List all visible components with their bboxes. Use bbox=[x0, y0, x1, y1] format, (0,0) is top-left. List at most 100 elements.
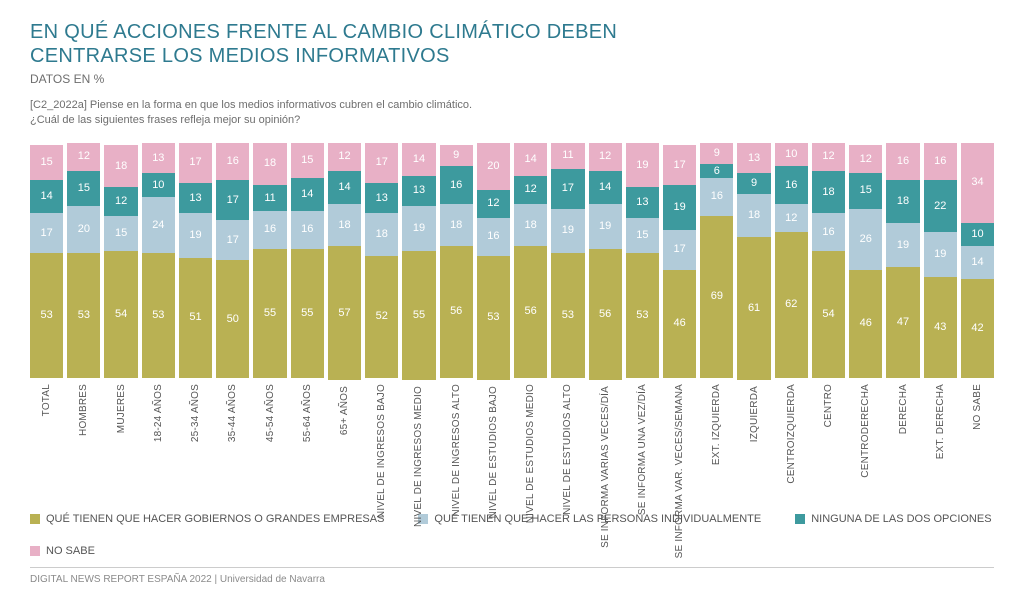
chart-footer: DIGITAL NEWS REPORT ESPAÑA 2022 | Univer… bbox=[30, 567, 994, 585]
bar-segment-gov: 53 bbox=[142, 253, 175, 378]
category-label: CENTRO bbox=[812, 378, 845, 503]
category-label: IZQUIERDA bbox=[737, 380, 770, 503]
bar-column: 9161856NIVEL DE INGRESOS ALTO bbox=[440, 143, 473, 503]
category-label: MUJERES bbox=[104, 378, 137, 503]
category-label: CENTROIZQUIERDA bbox=[775, 378, 808, 503]
bar-segment-indiv: 17 bbox=[216, 220, 249, 260]
bar-column: 20121653NIVEL DE ESTUDIOS BAJO bbox=[477, 143, 510, 503]
bar-segment-none: 15 bbox=[849, 173, 882, 208]
bar-segment-gov: 51 bbox=[179, 258, 212, 378]
category-label: EXT. IZQUIERDA bbox=[700, 378, 733, 503]
bar-column: 10161262CENTROIZQUIERDA bbox=[775, 143, 808, 503]
legend-label: QUÉ TIENEN QUE HACER LAS PERSONAS INDIVI… bbox=[434, 513, 761, 525]
category-label: HOMBRES bbox=[67, 378, 100, 503]
bar-stack: 19131553 bbox=[626, 143, 659, 378]
category-label: SE INFORMA UNA VEZ/DÍA bbox=[626, 378, 659, 503]
bar-stack: 1391861 bbox=[737, 143, 770, 380]
bar-segment-indiv: 17 bbox=[663, 230, 696, 270]
bar-segment-gov: 47 bbox=[886, 267, 919, 377]
category-label: 55-64 AÑOS bbox=[291, 378, 324, 503]
bar-column: 1214185765+ AÑOS bbox=[328, 143, 361, 503]
bar-stack: 17131951 bbox=[179, 143, 212, 378]
legend-swatch bbox=[30, 546, 40, 556]
bar-segment-dk: 15 bbox=[291, 143, 324, 178]
legend-swatch bbox=[795, 514, 805, 524]
bar-segment-dk: 17 bbox=[663, 145, 696, 185]
bar-segment-none: 19 bbox=[663, 185, 696, 230]
bar-column: 12152646CENTRODERECHA bbox=[849, 143, 882, 503]
bar-column: 18121554MUJERES bbox=[104, 143, 137, 503]
legend-label: QUÉ TIENEN QUE HACER GOBIERNOS O GRANDES… bbox=[46, 513, 384, 525]
bar-segment-none: 14 bbox=[291, 178, 324, 211]
bar-segment-dk: 12 bbox=[589, 143, 622, 171]
bar-stack: 14131955 bbox=[402, 143, 435, 380]
chart-title: EN QUÉ ACCIONES FRENTE AL CAMBIO CLIMÁTI… bbox=[30, 20, 994, 68]
bar-stack: 15141753 bbox=[30, 143, 63, 378]
bar-segment-dk: 10 bbox=[775, 143, 808, 167]
bar-segment-dk: 18 bbox=[104, 145, 137, 187]
bar-segment-none: 10 bbox=[142, 173, 175, 197]
legend-item: QUÉ TIENEN QUE HACER GOBIERNOS O GRANDES… bbox=[30, 513, 384, 525]
bar-segment-none: 13 bbox=[402, 176, 435, 207]
category-label: 65+ AÑOS bbox=[328, 380, 361, 503]
bar-stack: 12181654 bbox=[812, 143, 845, 378]
bar-segment-dk: 11 bbox=[551, 143, 584, 169]
bar-segment-none: 11 bbox=[253, 185, 286, 211]
category-label: 45-54 AÑOS bbox=[253, 378, 286, 503]
bar-stack: 12141956 bbox=[589, 143, 622, 380]
category-label: 25-34 AÑOS bbox=[179, 378, 212, 503]
bar-segment-indiv: 18 bbox=[440, 204, 473, 246]
bar-segment-gov: 62 bbox=[775, 232, 808, 378]
legend-label: NINGUNA DE LAS DOS OPCIONES bbox=[811, 513, 991, 525]
bar-stack: 16181947 bbox=[886, 143, 919, 378]
bar-column: 14131955NIVEL DE INGRESOS MEDIO bbox=[402, 143, 435, 503]
bar-stack: 18111655 bbox=[253, 143, 286, 378]
legend-item: QUÉ TIENEN QUE HACER LAS PERSONAS INDIVI… bbox=[418, 513, 761, 525]
bar-segment-dk: 12 bbox=[328, 143, 361, 171]
bar-stack: 17191746 bbox=[663, 143, 696, 378]
bar-segment-none: 14 bbox=[589, 171, 622, 204]
bar-segment-dk: 34 bbox=[961, 143, 994, 223]
bar-column: 1617175035-44 AÑOS bbox=[216, 143, 249, 503]
legend-item: NO SABE bbox=[30, 545, 95, 557]
bar-segment-gov: 53 bbox=[67, 253, 100, 378]
question-line-2: ¿Cuál de las siguientes frases refleja m… bbox=[30, 114, 300, 126]
bar-segment-gov: 56 bbox=[440, 246, 473, 378]
bar-segment-gov: 61 bbox=[737, 237, 770, 380]
legend-item: NINGUNA DE LAS DOS OPCIONES bbox=[795, 513, 991, 525]
category-label: NIVEL DE INGRESOS MEDIO bbox=[402, 380, 435, 505]
bar-segment-indiv: 16 bbox=[477, 218, 510, 256]
bar-segment-gov: 46 bbox=[663, 270, 696, 378]
bar-column: 1310245318-24 AÑOS bbox=[142, 143, 175, 503]
bar-segment-dk: 13 bbox=[142, 143, 175, 174]
bar-segment-none: 12 bbox=[514, 176, 547, 204]
bar-segment-gov: 53 bbox=[626, 253, 659, 378]
bar-column: 11171953NIVEL DE ESTUDIOS ALTO bbox=[551, 143, 584, 503]
bar-segment-indiv: 18 bbox=[514, 204, 547, 246]
bar-segment-dk: 17 bbox=[179, 143, 212, 183]
bar-segment-dk: 12 bbox=[812, 143, 845, 171]
bar-segment-dk: 16 bbox=[216, 143, 249, 181]
bar-segment-gov: 43 bbox=[924, 277, 957, 378]
chart-question: [C2_2022a] Piense en la forma en que los… bbox=[30, 98, 994, 129]
chart-legend: QUÉ TIENEN QUE HACER GOBIERNOS O GRANDES… bbox=[30, 513, 994, 557]
bar-segment-gov: 56 bbox=[514, 246, 547, 378]
bar-segment-none: 6 bbox=[700, 164, 733, 178]
bar-segment-dk: 17 bbox=[365, 143, 398, 183]
bar-column: 17191746SE INFORMA VAR. VECES/SEMANA bbox=[663, 143, 696, 503]
bar-column: 16221943EXT. DERECHA bbox=[924, 143, 957, 503]
chart-subtitle: DATOS EN % bbox=[30, 72, 994, 86]
bar-stack: 18121554 bbox=[104, 143, 137, 378]
bar-segment-indiv: 14 bbox=[961, 246, 994, 279]
bar-segment-none: 12 bbox=[104, 187, 137, 215]
bar-segment-indiv: 17 bbox=[30, 213, 63, 253]
bar-segment-indiv: 18 bbox=[365, 213, 398, 255]
category-label: CENTRODERECHA bbox=[849, 378, 882, 503]
bar-column: 12152053HOMBRES bbox=[67, 143, 100, 503]
bar-segment-gov: 50 bbox=[216, 260, 249, 378]
bar-segment-dk: 14 bbox=[402, 143, 435, 176]
category-label: EXT. DERECHA bbox=[924, 378, 957, 503]
bar-column: 12141956SE INFORMA VARIAS VECES/DÍA bbox=[589, 143, 622, 503]
bar-segment-gov: 52 bbox=[365, 256, 398, 378]
bar-segment-none: 18 bbox=[812, 171, 845, 213]
